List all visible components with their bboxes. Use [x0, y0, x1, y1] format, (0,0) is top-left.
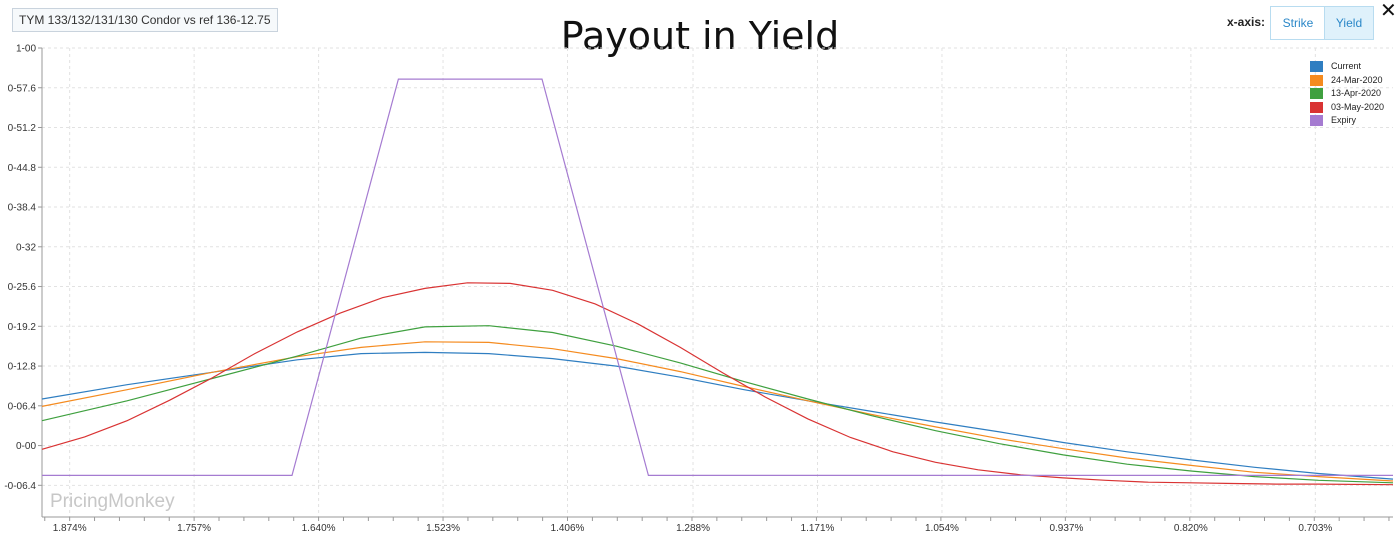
y-tick-label: 0-44.8 — [8, 163, 37, 174]
legend-swatch — [1310, 74, 1323, 86]
y-tick-label: 0-19.2 — [8, 322, 37, 333]
chart-title: Payout in Yield — [560, 14, 840, 58]
legend-label: 13-Apr-2020 — [1331, 88, 1382, 98]
strategy-tag: TYM 133/132/131/130 Condor vs ref 136-12… — [12, 8, 278, 32]
legend-item[interactable]: Current — [1310, 60, 1384, 74]
y-tick-label: 1-00 — [16, 44, 36, 55]
series-line-expiry — [42, 78, 1393, 476]
x-tick-label: 1.288% — [676, 523, 710, 534]
xaxis-toggle-label: x-axis: — [1227, 15, 1266, 29]
series-layer — [41, 78, 1394, 486]
y-tick-label: 0-00 — [16, 441, 36, 452]
y-tick-label: 0-06.4 — [8, 401, 37, 412]
legend-label: 03-May-2020 — [1331, 101, 1385, 112]
x-tick-label: 1.523% — [426, 523, 460, 534]
x-tick-label: 0.820% — [1174, 523, 1208, 534]
legend-swatch — [1310, 101, 1323, 113]
x-tick-label: 1.874% — [53, 523, 87, 534]
y-tick-label: 0-51.2 — [8, 123, 37, 134]
legend: Current 24-Mar-2020 13-Apr-2020 03-May-2020… — [1310, 60, 1384, 128]
legend-swatch — [1310, 115, 1323, 127]
x-tick-label: 0.937% — [1049, 523, 1083, 534]
axes: 1-00 0-57.6 0-51.2 0-44.8 0-38.4 0-32 0-25.6 0-… — [4, 44, 1393, 534]
x-tick-label: 1.406% — [551, 523, 585, 534]
x-tick-label: 1.171% — [801, 523, 835, 534]
legend-swatch — [1310, 61, 1323, 73]
legend-label: Current — [1331, 61, 1362, 71]
watermark: PricingMonkey — [50, 491, 175, 512]
y-tick-label: -0-06.4 — [4, 481, 36, 492]
legend-item[interactable]: 13-Apr-2020 — [1310, 87, 1384, 101]
x-tick-label: 1.640% — [302, 523, 336, 534]
series-line-current — [41, 351, 1394, 480]
close-icon[interactable]: ✕ — [1380, 0, 1397, 22]
x-tick-label: 0.703% — [1298, 523, 1332, 534]
y-tick-label: 0-12.8 — [8, 362, 37, 373]
grid — [42, 47, 1393, 517]
y-tick-label: 0-57.6 — [8, 83, 37, 94]
series-line-24-mar-2020 — [41, 341, 1394, 482]
x-tick-label: 1.054% — [925, 523, 959, 534]
y-tick-label: 0-32 — [16, 242, 36, 253]
x-tick-label: 1.757% — [177, 523, 211, 534]
y-tick-label: 0-25.6 — [8, 282, 37, 293]
legend-swatch — [1310, 88, 1323, 100]
legend-label: Expiry — [1331, 115, 1357, 125]
series-line-13-apr-2020 — [41, 325, 1394, 484]
strike-button[interactable]: Strike — [1270, 6, 1326, 40]
legend-item[interactable]: 03-May-2020 — [1310, 101, 1384, 115]
legend-label: 24-Mar-2020 — [1331, 74, 1383, 85]
legend-item[interactable]: 24-Mar-2020 — [1310, 74, 1384, 88]
y-tick-label: 0-38.4 — [8, 203, 37, 214]
yield-button[interactable]: Yield — [1324, 6, 1374, 40]
series-line-03-may-2020 — [41, 282, 1394, 486]
legend-item[interactable]: Expiry — [1310, 114, 1384, 128]
